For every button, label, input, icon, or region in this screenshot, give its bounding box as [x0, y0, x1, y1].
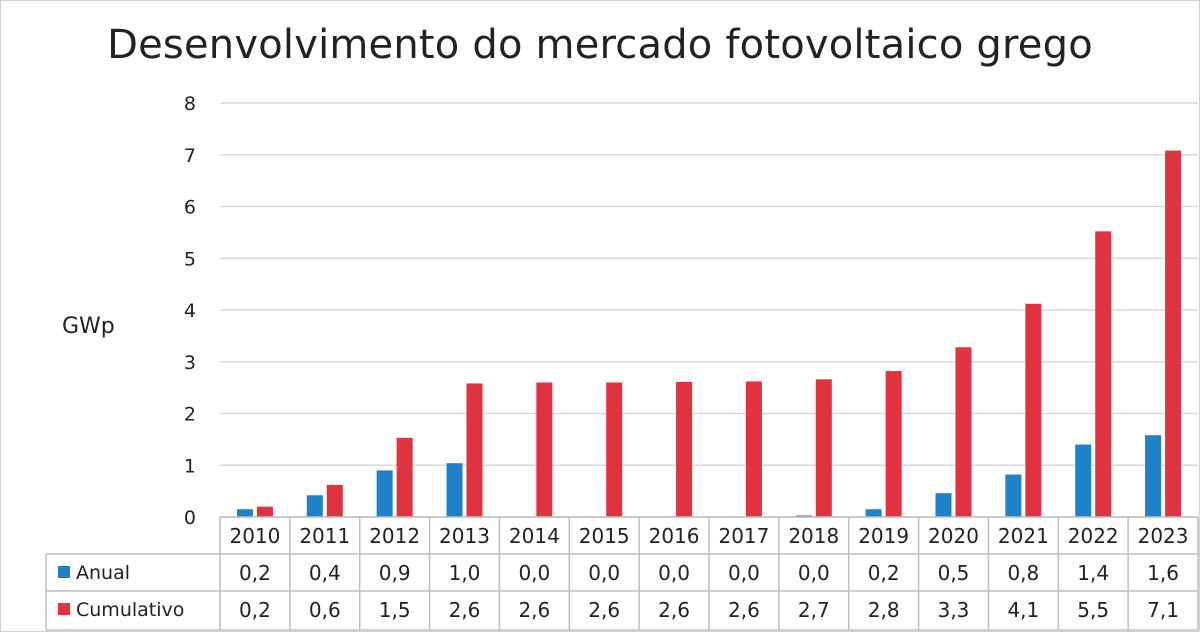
bar-cumulativo-2020 [955, 347, 972, 517]
legend-swatch-anual [58, 566, 70, 578]
data-label-cumulativo: 2,6 [518, 598, 550, 622]
bar-cumulativo-2021 [1025, 303, 1042, 517]
x-tick-label: 2021 [998, 524, 1049, 548]
data-label-cumulativo: 2,6 [728, 598, 760, 622]
x-tick-label: 2017 [718, 524, 769, 548]
bar-cumulativo-2014 [536, 382, 553, 517]
bar-cumulativo-2023 [1165, 150, 1182, 518]
data-label-anual: 0,2 [868, 561, 900, 585]
bars [236, 150, 1182, 518]
y-axis-label: GWp [62, 314, 115, 339]
legend-swatch-cumulativo [58, 603, 70, 615]
bar-anual-2022 [1075, 444, 1092, 517]
y-tick-label: 8 [184, 93, 196, 115]
bar-anual-2021 [1005, 474, 1022, 517]
y-tick-labels: 0 1 2 3 4 5 6 7 8 [184, 93, 196, 529]
data-label-cumulativo: 1,5 [379, 598, 411, 622]
data-label-anual: 1,4 [1077, 561, 1109, 585]
data-label-anual: 0,0 [518, 561, 550, 585]
data-label-anual: 1,6 [1147, 561, 1179, 585]
y-tick-label: 3 [184, 352, 196, 374]
y-tick-label: 4 [184, 300, 196, 322]
data-label-anual: 0,9 [379, 561, 411, 585]
data-label-cumulativo: 3,3 [938, 598, 970, 622]
data-label-cumulativo: 7,1 [1147, 598, 1179, 622]
data-label-cumulativo: 4,1 [1007, 598, 1039, 622]
bar-anual-2019 [865, 509, 882, 517]
bar-cumulativo-2015 [606, 382, 623, 517]
y-tick-label: 2 [184, 404, 196, 426]
data-label-anual: 1,0 [449, 561, 481, 585]
y-tick-label: 0 [184, 507, 196, 529]
bar-cumulativo-2019 [885, 371, 902, 517]
bar-cumulativo-2022 [1095, 231, 1112, 517]
x-tick-label: 2012 [369, 524, 420, 548]
data-label-anual: 0,5 [938, 561, 970, 585]
data-label-anual: 0,0 [728, 561, 760, 585]
bar-cumulativo-2018 [815, 379, 832, 517]
bar-anual-2012 [376, 470, 393, 517]
data-label-anual: 0,2 [239, 561, 271, 585]
bar-cumulativo-2012 [396, 437, 413, 517]
x-tick-label: 2020 [928, 524, 979, 548]
x-tick-label: 2016 [649, 524, 700, 548]
bar-anual-2023 [1145, 435, 1162, 517]
bar-anual-2010 [236, 509, 253, 517]
bar-anual-2011 [306, 495, 323, 517]
x-tick-label: 2011 [299, 524, 350, 548]
data-label-anual: 0,0 [658, 561, 690, 585]
y-tick-label: 5 [184, 248, 196, 270]
data-label-cumulativo: 2,6 [658, 598, 690, 622]
bar-cumulativo-2010 [256, 506, 273, 517]
data-table: 2010 2011 2012 2013 2014 2015 2016 2017 2018 2019… [45, 516, 1199, 631]
legend-label-cumulativo: Cumulativo [76, 599, 184, 621]
x-tick-label: 2023 [1138, 524, 1189, 548]
bar-cumulativo-2011 [326, 484, 343, 517]
bar-anual-2018 [795, 515, 812, 517]
y-tick-label: 7 [184, 145, 196, 167]
data-label-cumulativo: 2,7 [798, 598, 830, 622]
y-tick-label: 6 [184, 197, 196, 219]
x-tick-label: 2015 [579, 524, 630, 548]
bar-cumulativo-2017 [745, 381, 762, 517]
x-tick-label: 2010 [229, 524, 280, 548]
x-tick-label: 2014 [509, 524, 560, 548]
chart-title: Desenvolvimento do mercado fotovoltaico … [107, 22, 1093, 68]
data-label-anual: 0,8 [1007, 561, 1039, 585]
data-label-cumulativo: 0,2 [239, 598, 271, 622]
data-label-cumulativo: 2,8 [868, 598, 900, 622]
data-label-cumulativo: 2,6 [449, 598, 481, 622]
data-label-anual: 0,0 [798, 561, 830, 585]
x-tick-label: 2013 [439, 524, 490, 548]
bar-cumulativo-2013 [466, 383, 483, 517]
data-label-cumulativo: 2,6 [588, 598, 620, 622]
gridlines [220, 102, 1198, 518]
data-label-anual: 0,4 [309, 561, 341, 585]
bar-cumulativo-2016 [676, 381, 693, 517]
x-tick-label: 2022 [1068, 524, 1119, 548]
x-tick-label: 2018 [788, 524, 839, 548]
legend-label-anual: Anual [76, 562, 130, 584]
y-tick-label: 1 [184, 455, 196, 477]
data-label-anual: 0,0 [588, 561, 620, 585]
bar-anual-2020 [935, 493, 952, 517]
data-label-cumulativo: 5,5 [1077, 598, 1109, 622]
data-label-cumulativo: 0,6 [309, 598, 341, 622]
bar-anual-2013 [446, 463, 463, 517]
x-tick-label: 2019 [858, 524, 909, 548]
